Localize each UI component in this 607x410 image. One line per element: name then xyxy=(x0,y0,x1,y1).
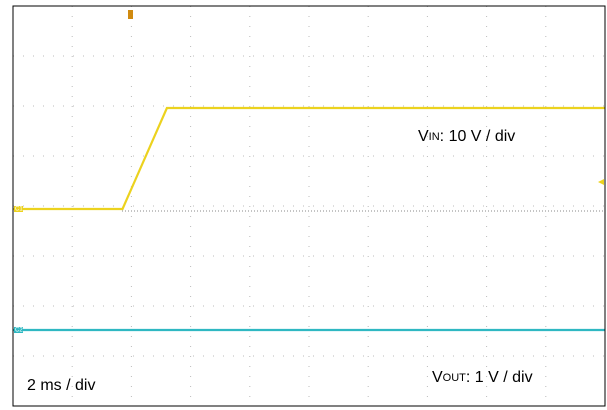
frame xyxy=(12,5,606,407)
trigger-level-marker xyxy=(598,179,604,185)
traces: C1 C2 xyxy=(13,106,605,334)
channel-marker xyxy=(14,327,23,333)
vin-rest: : 10 V / div xyxy=(440,128,516,145)
time-scale: 2 ms / div xyxy=(27,377,95,394)
vin-sub: IN xyxy=(429,131,440,143)
channel-marker xyxy=(14,206,23,212)
trigger-marker xyxy=(128,10,133,19)
vout-v: V xyxy=(432,369,443,386)
channel-label: C1 xyxy=(15,207,23,213)
channel-label: C2 xyxy=(15,328,23,334)
vin-v: V xyxy=(418,128,429,145)
vout-sub: OUT xyxy=(443,372,467,384)
trace xyxy=(13,106,605,211)
vin-scale: VIN: 10 V / div xyxy=(418,128,515,145)
vout-scale: VOUT: 1 V / div xyxy=(432,369,533,386)
vout-rest: : 1 V / div xyxy=(466,369,533,386)
